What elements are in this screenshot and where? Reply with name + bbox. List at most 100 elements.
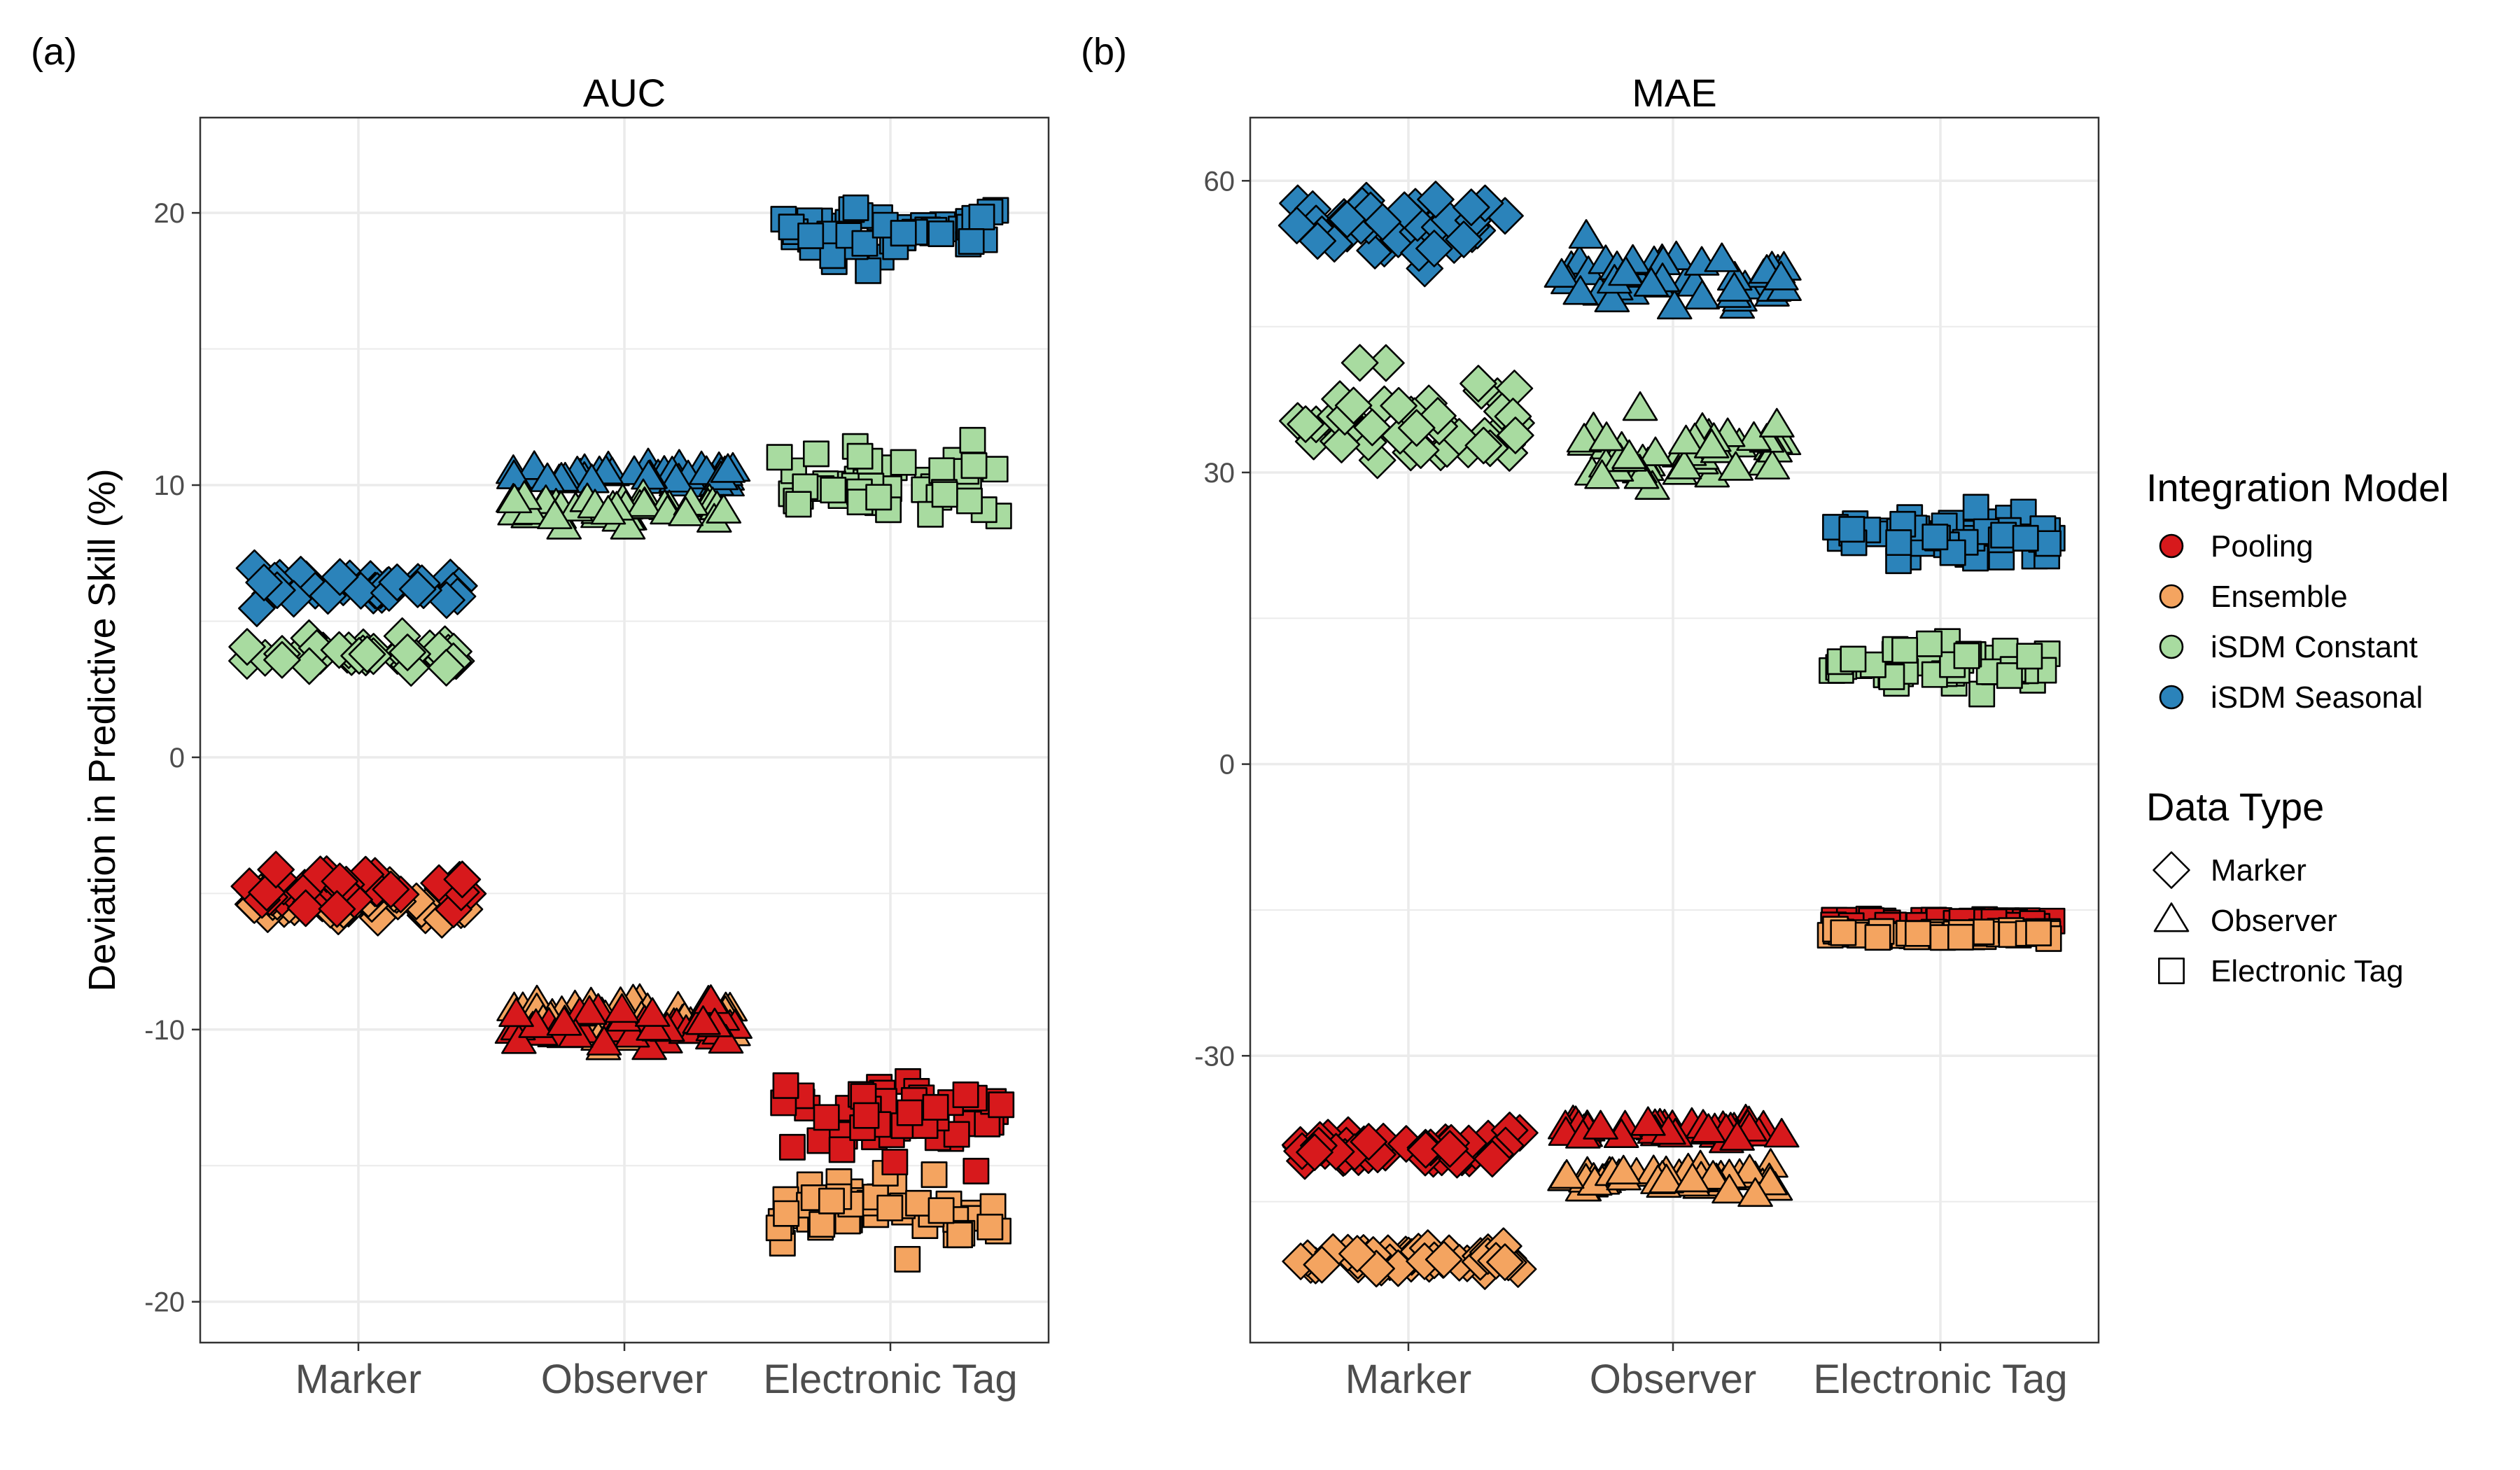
data-point	[1460, 365, 1497, 402]
data-point	[321, 558, 359, 596]
data-point	[828, 1136, 855, 1163]
panel-border	[1249, 116, 2100, 1344]
legend-key-triangle	[2153, 902, 2190, 932]
data-point	[1695, 1160, 1731, 1190]
series-isdm-constant-marker	[1279, 344, 1535, 479]
data-point	[1380, 386, 1418, 425]
panel-title: AUC	[583, 71, 666, 115]
y-tick-label: 60	[1204, 166, 1236, 197]
data-point	[1424, 1240, 1463, 1279]
data-point	[2034, 530, 2062, 557]
data-point	[1633, 267, 1670, 297]
data-point	[851, 230, 878, 257]
data-point	[931, 481, 958, 508]
data-point	[797, 222, 825, 249]
data-point	[1486, 1243, 1524, 1281]
data-point	[962, 1158, 990, 1184]
data-point	[245, 564, 283, 601]
series-isdm-seasonal-observer	[496, 447, 751, 498]
data-point	[1298, 222, 1337, 260]
data-point	[813, 1104, 840, 1131]
data-point	[1759, 407, 1795, 438]
data-point	[1431, 1130, 1469, 1168]
data-point	[2025, 919, 2052, 946]
data-point	[1737, 1177, 1773, 1208]
data-point	[1732, 1154, 1768, 1184]
data-point	[927, 1197, 955, 1224]
y-tick-label: -20	[144, 1287, 185, 1318]
data-point	[1287, 405, 1324, 443]
data-point	[398, 570, 437, 608]
legend-label-model: iSDM Constant	[2211, 630, 2418, 664]
data-point	[710, 453, 746, 483]
series-isdm-constant-observer	[1566, 391, 1802, 500]
data-point	[706, 493, 742, 524]
y-tick-label: -10	[144, 1015, 185, 1046]
series-pooling-marker	[1281, 1112, 1539, 1180]
data-point	[1916, 630, 1943, 657]
data-point	[1690, 1113, 1726, 1143]
series-ensemble-electronic-tag	[1816, 916, 2062, 952]
data-point	[1605, 1154, 1642, 1184]
data-point	[1296, 1133, 1334, 1171]
legend-label-type: Marker	[2211, 853, 2306, 888]
data-point	[498, 997, 534, 1028]
data-point	[1666, 449, 1702, 479]
series-isdm-constant-electronic-tag	[766, 426, 1012, 530]
data-point	[865, 484, 892, 511]
panel-title: MAE	[1632, 71, 1716, 115]
data-point	[1588, 421, 1625, 451]
data-point	[1445, 220, 1483, 258]
data-point	[1548, 1158, 1585, 1189]
data-point	[1637, 436, 1674, 466]
data-point	[1583, 1110, 1618, 1140]
data-point	[1303, 1245, 1341, 1284]
series-pooling-electronic-tag	[770, 1068, 1015, 1184]
y-axis-label: Deviation in Predictive Skill (%)	[81, 468, 123, 991]
data-point	[1452, 188, 1490, 226]
data-point	[1415, 230, 1453, 267]
data-point	[1864, 924, 1891, 951]
data-point	[1763, 260, 1799, 290]
data-point	[853, 1102, 880, 1129]
data-point	[2012, 524, 2039, 552]
data-point	[946, 1222, 974, 1249]
x-tick-label: Observer	[1590, 1357, 1757, 1402]
panel-mae: 60 30 0 -30 Marker Observer Electronic Tag MAE (…	[1081, 31, 2100, 1402]
data-point	[1674, 1162, 1711, 1193]
data-point	[2016, 643, 2043, 670]
data-point	[1668, 424, 1704, 454]
data-point	[772, 1072, 799, 1099]
data-point	[1611, 439, 1647, 469]
data-point	[1562, 275, 1599, 305]
data-point	[1630, 1106, 1666, 1136]
data-point	[1693, 428, 1730, 458]
data-point	[773, 1200, 800, 1227]
series-ensemble-marker	[1282, 1227, 1537, 1290]
x-tick-label: Marker	[1345, 1357, 1471, 1402]
data-point	[427, 648, 465, 687]
data-point	[778, 1133, 806, 1161]
legend-key-isdm-constant	[2159, 634, 2184, 659]
data-point	[604, 993, 640, 1023]
data-point	[1350, 1123, 1388, 1161]
data-point	[1353, 408, 1392, 447]
series-isdm-seasonal-electronic-tag	[770, 194, 1009, 284]
x-tick-label: Electronic Tag	[1813, 1357, 2067, 1402]
data-point	[590, 495, 626, 525]
legend-label-model: Pooling	[2211, 529, 2314, 564]
data-point	[842, 194, 869, 221]
legend-key-diamond	[2152, 851, 2190, 889]
data-point	[958, 228, 985, 255]
legend-key-square	[2158, 958, 2185, 984]
data-point	[876, 1194, 904, 1222]
data-point	[1754, 449, 1791, 479]
data-point	[1947, 923, 1974, 951]
data-point	[318, 890, 356, 928]
series-ensemble-observer	[1547, 1148, 1793, 1208]
data-point	[1840, 645, 1867, 673]
data-point	[1594, 282, 1630, 313]
data-point	[803, 440, 830, 468]
data-point	[1718, 451, 1754, 481]
data-point	[388, 634, 426, 671]
